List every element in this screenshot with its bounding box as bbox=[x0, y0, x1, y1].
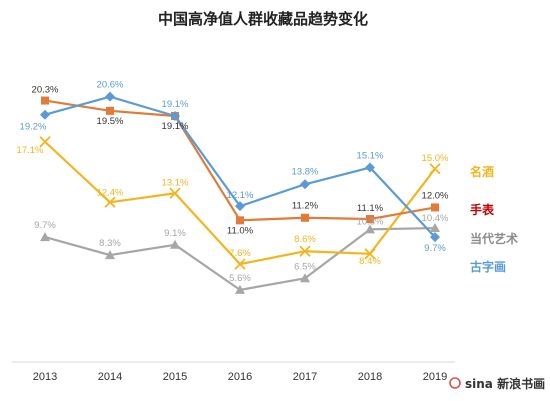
legend-item-s1: 手表 bbox=[470, 202, 495, 217]
data-point-s3-2019 bbox=[430, 232, 440, 243]
sina-logo: sina 新浪书画 bbox=[449, 376, 545, 391]
sina-eye-icon bbox=[449, 377, 461, 389]
data-point-s0-2015 bbox=[169, 187, 181, 199]
data-label-s1-2019: 12.0% bbox=[422, 190, 449, 201]
series-markers bbox=[39, 91, 441, 294]
data-point-s3-2015 bbox=[170, 110, 180, 121]
data-label-s0-2016: 7.6% bbox=[229, 248, 251, 259]
data-point-s1-2013 bbox=[41, 96, 49, 105]
x-tick-2015: 2015 bbox=[163, 371, 187, 383]
data-label-s0-2014: 12.4% bbox=[97, 187, 124, 198]
data-label-s3-2017: 13.8% bbox=[292, 166, 319, 177]
data-point-s3-2014 bbox=[105, 91, 115, 102]
data-label-s3-2015: 19.1% bbox=[162, 99, 189, 110]
data-label-s0-2015: 13.1% bbox=[162, 177, 189, 188]
data-point-s2-2015 bbox=[170, 239, 180, 249]
data-label-s3-2014: 20.6% bbox=[97, 80, 124, 91]
legend-item-s2: 当代艺术 bbox=[470, 231, 518, 246]
data-label-s2-2014: 8.3% bbox=[99, 238, 121, 249]
data-point-s1-2014 bbox=[106, 106, 114, 115]
data-point-s2-2018 bbox=[365, 224, 375, 234]
x-tick-2017: 2017 bbox=[293, 371, 317, 383]
chart-title: 中国高净值人群收藏品趋势变化 bbox=[158, 10, 368, 28]
legend-item-s3: 古字画 bbox=[470, 259, 506, 274]
data-point-s2-2019 bbox=[430, 223, 440, 233]
data-point-s2-2013 bbox=[40, 232, 50, 242]
data-point-s1-2017 bbox=[301, 213, 309, 222]
x-tick-2014: 2014 bbox=[98, 371, 122, 383]
data-point-s0-2019 bbox=[429, 163, 441, 175]
data-point-s0-2014 bbox=[104, 196, 116, 208]
data-label-s2-2015: 9.1% bbox=[164, 228, 186, 239]
data-label-s1-2017: 11.2% bbox=[292, 201, 319, 212]
x-axis-ticks: 2013 2014 2015 2016 2017 2018 2019 bbox=[33, 371, 447, 383]
data-label-s0-2013: 17.1% bbox=[17, 145, 44, 156]
data-label-s1-2018: 11.1% bbox=[357, 203, 384, 214]
data-point-s0-2013 bbox=[39, 136, 51, 148]
data-point-s3-2018 bbox=[365, 162, 375, 173]
data-point-s2-2014 bbox=[105, 250, 115, 260]
x-tick-2013: 2013 bbox=[33, 371, 57, 383]
data-label-s2-2019: 10.4% bbox=[422, 213, 449, 224]
data-point-s3-2016 bbox=[235, 201, 245, 212]
data-point-s3-2013 bbox=[40, 109, 50, 120]
data-point-s2-2016 bbox=[235, 284, 245, 294]
data-label-s1-2014: 19.5% bbox=[97, 116, 124, 127]
data-label-s3-2016: 12.1% bbox=[227, 190, 254, 201]
data-point-s1-2019 bbox=[431, 203, 439, 212]
data-label-s1-2016: 11.0% bbox=[227, 225, 254, 236]
data-point-s0-2016 bbox=[234, 258, 246, 270]
x-tick-2018: 2018 bbox=[358, 371, 382, 383]
legend-item-s0: 名酒 bbox=[470, 164, 494, 179]
data-label-s3-2018: 15.1% bbox=[357, 151, 384, 162]
data-label-s3-2019: 9.7% bbox=[424, 243, 446, 254]
data-label-s1-2015: 19.1% bbox=[162, 121, 189, 132]
x-tick-2019: 2019 bbox=[423, 371, 447, 383]
data-label-s0-2017: 8.6% bbox=[294, 234, 316, 245]
data-label-s2-2017: 6.5% bbox=[294, 261, 316, 272]
x-tick-2016: 2016 bbox=[228, 371, 252, 383]
data-label-s2-2016: 5.6% bbox=[229, 273, 251, 284]
data-label-s3-2013: 19.2% bbox=[20, 122, 47, 133]
data-point-s1-2018 bbox=[366, 215, 374, 224]
data-point-s0-2018 bbox=[364, 248, 376, 260]
watermark-text: sina 新浪书画 bbox=[465, 376, 545, 391]
data-label-s2-2018: 10.3% bbox=[357, 216, 384, 227]
data-point-s2-2017 bbox=[300, 273, 310, 283]
data-point-s3-2017 bbox=[300, 179, 310, 190]
data-label-s1-2013: 20.3% bbox=[32, 85, 59, 96]
data-point-s0-2017 bbox=[299, 245, 311, 257]
data-label-s0-2019: 15.0% bbox=[422, 153, 449, 164]
data-labels: 9.7% 8.3% 9.1% 5.6% 6.5% 10.3% 10.4% 17.1% 12.4%… bbox=[17, 80, 449, 284]
data-label-s2-2013: 9.7% bbox=[34, 220, 56, 231]
data-label-s0-2018: 8.4% bbox=[359, 256, 381, 267]
data-point-s1-2016 bbox=[236, 216, 244, 225]
